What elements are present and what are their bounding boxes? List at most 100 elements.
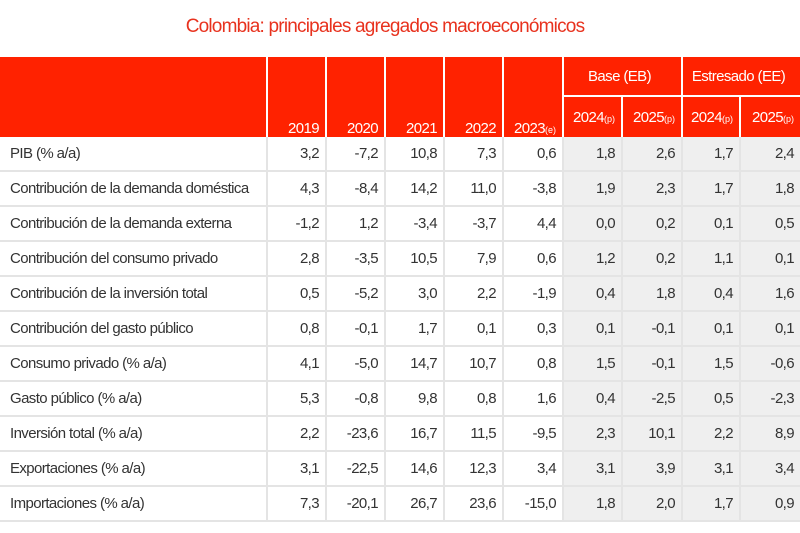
row-label: Importaciones (% a/a) <box>0 486 267 522</box>
cell-value: -1,2 <box>266 206 326 242</box>
cell-value: 0,1 <box>681 311 740 347</box>
table-title: Colombia: principales agregados macroeco… <box>185 16 585 37</box>
cell-value: 0,8 <box>502 346 563 382</box>
macro-table: 2019 2020 2021 2022 2023(e) Base (EB) Estresad… <box>0 57 800 522</box>
cell-value: 0,4 <box>562 381 622 417</box>
table-row: Contribución del consumo privado 2,8 -3,5 1… <box>0 241 800 277</box>
row-label: Contribución del gasto público <box>0 311 267 347</box>
cell-value: 0,8 <box>443 381 503 417</box>
cell-value: -3,8 <box>502 171 563 207</box>
table-row: Contribución del gasto público 0,8 -0,1 1,7… <box>0 311 800 347</box>
cell-value: 1,5 <box>562 346 622 382</box>
cell-value: 3,2 <box>266 137 326 172</box>
cell-value: 5,3 <box>266 381 326 417</box>
cell-value: 1,6 <box>502 381 563 417</box>
table-row: Consumo privado (% a/a) 4,1 -5,0 14,7 10,7 0,… <box>0 346 800 382</box>
cell-value: 3,0 <box>384 276 444 312</box>
cell-value: 1,2 <box>325 206 385 242</box>
cell-value: 0,4 <box>562 276 622 312</box>
cell-value: 0,8 <box>266 311 326 347</box>
cell-value: 2,6 <box>621 137 682 172</box>
cell-value: 10,7 <box>443 346 503 382</box>
cell-value: -5,2 <box>325 276 385 312</box>
cell-value: 10,5 <box>384 241 444 277</box>
table-row: Importaciones (% a/a) 7,3 -20,1 26,7 23,6 -15… <box>0 486 800 522</box>
cell-value: 14,6 <box>384 451 444 487</box>
cell-value: 3,1 <box>266 451 326 487</box>
row-label: Contribución de la inversión total <box>0 276 267 312</box>
cell-value: 14,7 <box>384 346 444 382</box>
cell-value: 10,8 <box>384 137 444 172</box>
cell-value: 0,6 <box>502 241 563 277</box>
cell-value: 1,8 <box>562 137 622 172</box>
table-row: Inversión total (% a/a) 2,2 -23,6 16,7 11,5-… <box>0 416 800 452</box>
table-row: Exportaciones (% a/a) 3,1 -22,5 14,6 12,3 3,4… <box>0 451 800 487</box>
cell-value: 1,8 <box>739 171 800 207</box>
cell-value: -0,1 <box>621 311 682 347</box>
header-year: 2022 <box>443 57 503 137</box>
header-year: 2025(p) <box>621 96 682 137</box>
cell-value: 1,7 <box>681 486 740 522</box>
cell-value: 7,9 <box>443 241 503 277</box>
cell-value: 0,9 <box>739 486 800 522</box>
cell-value: 8,9 <box>739 416 800 452</box>
cell-value: -3,5 <box>325 241 385 277</box>
cell-value: 1,7 <box>681 171 740 207</box>
cell-value: 0,1 <box>739 241 800 277</box>
row-label: Contribución de la demanda doméstica <box>0 171 267 207</box>
cell-value: -15,0 <box>502 486 563 522</box>
cell-value: 4,4 <box>502 206 563 242</box>
row-label: Contribución de la demanda externa <box>0 206 267 242</box>
cell-value: 3,4 <box>502 451 563 487</box>
row-label: Gasto público (% a/a) <box>0 381 267 417</box>
cell-value: 12,3 <box>443 451 503 487</box>
cell-value: 2,4 <box>739 137 800 172</box>
cell-value: 2,8 <box>266 241 326 277</box>
table-row: Contribución de la demanda externa -1,2 1,… <box>0 206 800 242</box>
cell-value: 1,7 <box>384 311 444 347</box>
header-year: 2023(e) <box>502 57 563 137</box>
header-group-base: Base (EB) <box>562 57 682 97</box>
table-row: Contribución de la inversión total 0,5 -5,… <box>0 276 800 312</box>
cell-value: 0,5 <box>266 276 326 312</box>
cell-value: 9,8 <box>384 381 444 417</box>
cell-value: 1,9 <box>562 171 622 207</box>
row-label: Consumo privado (% a/a) <box>0 346 267 382</box>
cell-value: 0,5 <box>681 381 740 417</box>
cell-value: 16,7 <box>384 416 444 452</box>
cell-value: -7,2 <box>325 137 385 172</box>
cell-value: -9,5 <box>502 416 563 452</box>
cell-value: 4,1 <box>266 346 326 382</box>
row-label: Inversión total (% a/a) <box>0 416 267 452</box>
header-year: 2020 <box>325 57 385 137</box>
header-year: 2024(p) <box>681 96 740 137</box>
cell-value: 0,1 <box>681 206 740 242</box>
cell-value: 0,1 <box>443 311 503 347</box>
cell-value: 3,4 <box>739 451 800 487</box>
cell-value: 3,1 <box>681 451 740 487</box>
cell-value: 0,1 <box>562 311 622 347</box>
cell-value: 0,0 <box>562 206 622 242</box>
cell-value: 0,6 <box>502 137 563 172</box>
cell-value: 1,8 <box>562 486 622 522</box>
header-group-stress: Estresado (EE) <box>681 57 800 97</box>
cell-value: 2,3 <box>621 171 682 207</box>
table-row: PIB (% a/a) 3,2 -7,2 10,8 7,3 0,6 1,8 2,6 1,7 2,4 <box>0 137 800 172</box>
cell-value: -22,5 <box>325 451 385 487</box>
cell-value: -8,4 <box>325 171 385 207</box>
cell-value: 0,5 <box>739 206 800 242</box>
cell-value: 2,2 <box>681 416 740 452</box>
cell-value: 14,2 <box>384 171 444 207</box>
cell-value: 1,7 <box>681 137 740 172</box>
cell-value: 1,1 <box>681 241 740 277</box>
cell-value: -23,6 <box>325 416 385 452</box>
cell-value: -2,5 <box>621 381 682 417</box>
cell-value: -1,9 <box>502 276 563 312</box>
cell-value: 7,3 <box>443 137 503 172</box>
cell-value: -3,7 <box>443 206 503 242</box>
row-label: PIB (% a/a) <box>0 137 267 172</box>
cell-value: -5,0 <box>325 346 385 382</box>
cell-value: 10,1 <box>621 416 682 452</box>
cell-value: -0,8 <box>325 381 385 417</box>
cell-value: 0,3 <box>502 311 563 347</box>
